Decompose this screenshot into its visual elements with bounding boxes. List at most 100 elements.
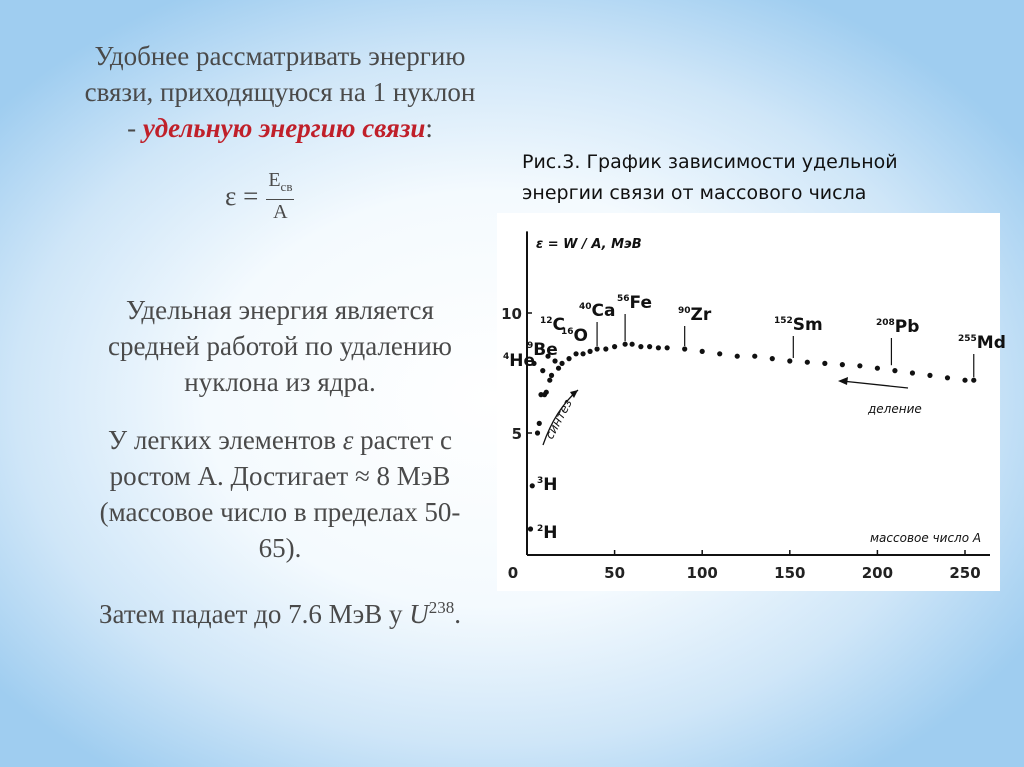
text: Рис.3. График зависимости удельной — [522, 151, 898, 173]
fraction: Eсв A — [266, 168, 295, 224]
data-point — [548, 372, 555, 378]
element-symbol: Pb — [895, 317, 920, 337]
mass-number: 255 — [958, 334, 977, 344]
text: удельную энергию связи — [142, 113, 426, 143]
paragraph: У легких элементов ε растет с ростом А. Д… — [20, 422, 540, 566]
x-tick-label: 100 — [687, 564, 718, 582]
text-line: энергии связи от массового числа — [522, 178, 898, 209]
text: - — [127, 113, 143, 143]
data-point — [552, 358, 558, 364]
element-label: 12C — [540, 315, 565, 335]
data-point — [769, 356, 775, 362]
text-line: Удобнее рассматривать энергию — [20, 38, 540, 74]
intro-paragraph: Удобнее рассматривать энергию связи, прих… — [20, 38, 540, 146]
mass-number: 152 — [774, 316, 793, 326]
x-tick-label: 200 — [862, 564, 893, 582]
data-point — [804, 359, 810, 365]
element-label: 90Zr — [678, 305, 712, 325]
mass-number: 40 — [579, 302, 592, 312]
data-point — [857, 363, 863, 369]
fission-arrowhead — [838, 377, 848, 385]
element-symbol: O — [574, 326, 588, 346]
text-line: У легких элементов ε растет с — [20, 422, 540, 458]
text-line: - удельную энергию связи: — [20, 110, 540, 146]
data-point — [909, 370, 916, 376]
text: (массовое число в пределах 50- — [99, 497, 461, 527]
data-point — [734, 353, 740, 359]
element-symbol: Ca — [592, 301, 616, 321]
data-point — [580, 351, 586, 357]
data-point — [622, 341, 628, 347]
text: E — [268, 169, 281, 191]
data-point — [944, 375, 951, 381]
text: ε = — [225, 180, 259, 211]
text: A — [273, 201, 288, 223]
data-point — [655, 345, 662, 351]
fusion-arrowhead — [570, 390, 578, 398]
data-point — [612, 344, 618, 350]
element-symbol: Zr — [691, 305, 712, 325]
formula: ε = Eсв A — [225, 168, 295, 224]
x-tick-label: 0 — [508, 564, 518, 582]
data-point — [566, 356, 572, 362]
numerator: Eсв — [266, 168, 295, 200]
element-label: 208Pb — [876, 317, 919, 337]
mass-number: 90 — [678, 306, 691, 316]
text-line: Рис.3. График зависимости удельной — [522, 147, 898, 178]
data-point — [874, 365, 881, 371]
data-point — [971, 377, 977, 383]
text-line: средней работой по удалению — [20, 328, 540, 364]
figure-caption: Рис.3. График зависимости удельной энерги… — [522, 147, 898, 209]
fission-arrow — [841, 380, 909, 389]
text: 238 — [428, 598, 455, 617]
fusion-label: синтез — [542, 397, 575, 442]
text-line: (массовое число в пределах 50- — [20, 494, 540, 530]
paragraph: Удельная энергия является средней работой… — [20, 292, 540, 400]
data-point — [543, 389, 549, 395]
element-symbol: C — [553, 315, 565, 335]
text-line: Удельная энергия является — [20, 292, 540, 328]
data-point — [594, 346, 600, 352]
data-point — [699, 348, 705, 354]
data-point — [962, 377, 968, 383]
data-point — [927, 372, 933, 378]
x-axis-label: массовое число A — [870, 531, 981, 545]
data-point — [647, 344, 653, 350]
element-label: 152Sm — [774, 315, 823, 335]
element-symbol: H — [543, 523, 557, 543]
text: : — [425, 113, 433, 143]
data-point — [555, 365, 562, 371]
element-symbol: Sm — [793, 315, 823, 335]
text: энергии связи от массового числа — [522, 182, 867, 204]
x-tick-label: 150 — [774, 564, 805, 582]
x-tick-label: 250 — [949, 564, 980, 582]
text-line: 65). — [20, 530, 540, 566]
text: Затем падает до 7.6 МэВ у — [99, 599, 410, 629]
data-point — [664, 345, 670, 351]
data-point — [587, 348, 593, 354]
fission-label: деление — [867, 402, 922, 416]
data-point — [787, 358, 793, 364]
data-point — [540, 368, 546, 374]
data-point — [839, 362, 845, 368]
text-line: ростом А. Достигает ≈ 8 МэВ — [20, 458, 540, 494]
text: связи, приходящуюся на 1 нуклон — [84, 77, 476, 107]
y-axis-label: ε = W / A, МэВ — [536, 237, 642, 252]
fusion-arrow — [542, 389, 579, 446]
text: 65). — [258, 533, 302, 563]
data-point — [573, 351, 579, 357]
element-symbol: H — [543, 475, 557, 495]
data-point — [822, 360, 828, 366]
element-label: 16O — [561, 326, 588, 346]
element-symbol: Md — [977, 333, 1006, 353]
data-point — [559, 360, 565, 366]
element-label: 40Ca — [579, 301, 615, 321]
mass-number: 56 — [617, 294, 630, 304]
data-point — [682, 346, 688, 352]
chart-background — [497, 213, 1000, 591]
paragraph: Затем падает до 7.6 МэВ у U238. — [20, 590, 540, 632]
text-line: Затем падает до 7.6 МэВ у U238. — [20, 590, 540, 632]
text: ε — [342, 425, 354, 455]
